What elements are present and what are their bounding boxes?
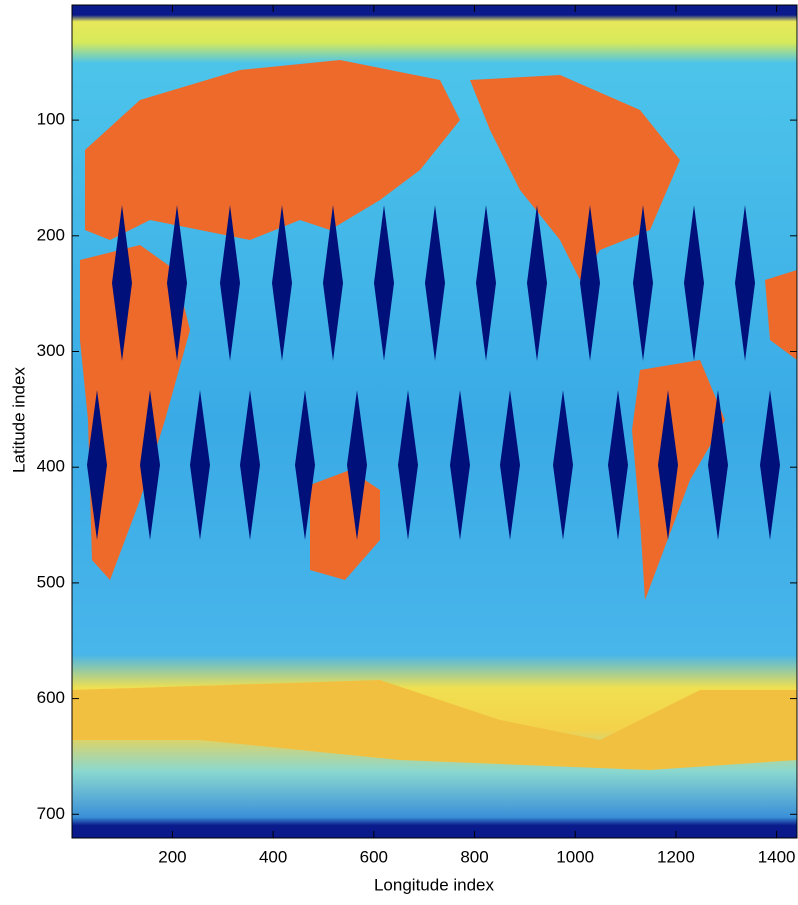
x-axis-label: Longitude index	[374, 875, 495, 894]
orbit-gap	[87, 390, 107, 540]
y-tick-label: 600	[37, 688, 65, 707]
land-north-america	[470, 75, 680, 280]
orbit-gap	[272, 205, 292, 361]
x-tick-label: 1000	[556, 847, 594, 866]
y-tick-label: 100	[37, 110, 65, 129]
orbit-gap	[450, 390, 470, 540]
orbit-gap	[295, 390, 315, 540]
orbit-gap	[398, 390, 418, 540]
y-axis-label: Latitude index	[9, 367, 28, 473]
plot-frame	[71, 4, 798, 839]
orbit-gap	[220, 205, 240, 361]
orbit-gap	[708, 390, 728, 540]
orbit-gap	[608, 390, 628, 540]
orbit-gap	[140, 390, 160, 540]
orbit-gap	[760, 390, 780, 540]
orbit-gap	[527, 205, 547, 361]
land-eurasia	[85, 60, 460, 240]
orbit-gap	[500, 390, 520, 540]
orbit-gap	[735, 205, 755, 361]
land-south-america	[632, 360, 725, 600]
y-tick-label: 500	[37, 572, 65, 591]
x-tick-label: 1200	[657, 847, 695, 866]
orbit-gap	[553, 390, 573, 540]
orbit-gap	[476, 205, 496, 361]
orbit-gaps	[87, 205, 780, 540]
orbit-gap	[240, 390, 260, 540]
orbit-gap	[580, 205, 600, 361]
x-tick-label: 600	[360, 847, 388, 866]
x-tick-label: 200	[158, 847, 186, 866]
orbit-gap	[374, 205, 394, 361]
x-tick-label: 800	[460, 847, 488, 866]
orbit-gap	[633, 205, 653, 361]
orbit-gap	[425, 205, 445, 361]
y-tick-label: 300	[37, 341, 65, 360]
land-antarctica	[72, 680, 797, 770]
orbit-gap	[323, 205, 343, 361]
orbit-gap	[658, 390, 678, 540]
image	[72, 5, 797, 838]
y-tick-label: 400	[37, 457, 65, 476]
orbit-gap	[347, 390, 367, 540]
x-tick-label: 400	[259, 847, 287, 866]
y-tick-label: 200	[37, 225, 65, 244]
land-africa	[80, 245, 190, 580]
orbit-gap	[112, 205, 132, 361]
land-africa-east	[765, 270, 797, 360]
land	[72, 60, 797, 770]
y-tick-label: 700	[37, 804, 65, 823]
x-tick-label: 1400	[758, 847, 796, 866]
orbit-gap	[684, 205, 704, 361]
orbit-gap	[190, 390, 210, 540]
axes: 200 400 600 800 1000 1200 1400 100 200 300 400 500 6…	[37, 5, 797, 866]
orbit-gap	[167, 205, 187, 361]
